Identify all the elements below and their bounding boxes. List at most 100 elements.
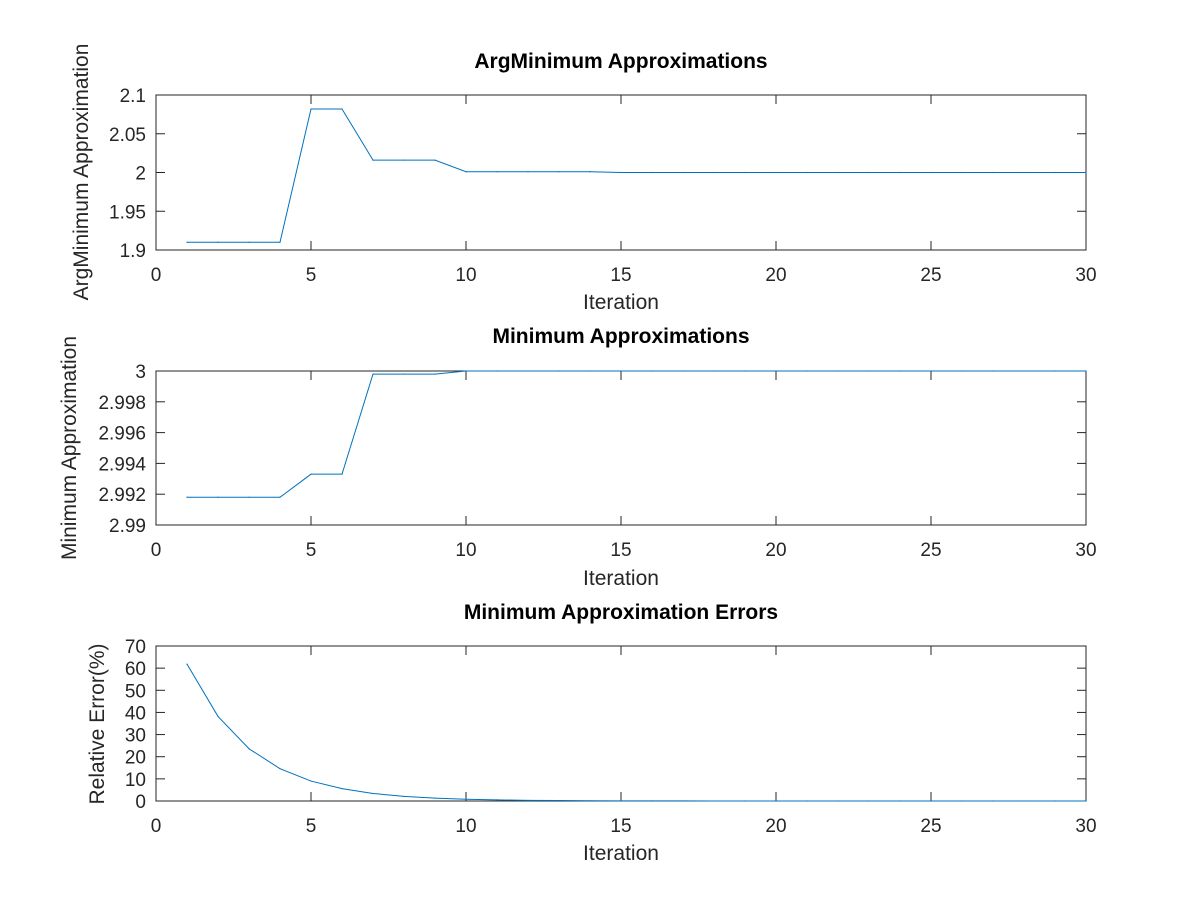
data-point <box>1085 171 1087 174</box>
x-tick-label: 20 <box>765 540 786 561</box>
x-axis-label: Iteration <box>583 842 659 865</box>
x-tick-label: 0 <box>151 816 162 837</box>
data-point <box>899 800 901 802</box>
data-point <box>930 800 932 802</box>
x-tick-label: 0 <box>151 265 162 286</box>
data-point <box>713 171 715 174</box>
y-tick-label: 1.95 <box>109 202 146 223</box>
data-point <box>992 171 994 174</box>
y-tick-label: 1.9 <box>120 241 146 262</box>
data-point <box>527 799 529 801</box>
x-axis-label: Iteration <box>583 291 659 314</box>
series-line <box>186 663 1086 802</box>
data-point <box>341 473 343 475</box>
data-point <box>713 800 715 802</box>
x-tick-label: 25 <box>920 540 941 561</box>
y-tick-label: 2.99 <box>109 516 146 537</box>
data-point <box>868 370 870 372</box>
data-point <box>465 798 467 800</box>
y-tick-label: 50 <box>125 681 146 702</box>
data-point <box>1054 370 1056 372</box>
data-point <box>248 241 250 243</box>
x-tick-label: 5 <box>306 265 317 286</box>
data-point <box>806 370 808 372</box>
x-tick-label: 5 <box>306 816 317 837</box>
x-tick-label: 0 <box>151 540 162 561</box>
data-point <box>961 370 963 372</box>
chart-title: Minimum Approximations <box>492 325 749 348</box>
data-point <box>899 370 901 372</box>
data-point <box>806 800 808 802</box>
data-point <box>341 788 343 790</box>
data-point <box>527 370 529 372</box>
data-point <box>620 171 622 174</box>
data-point <box>868 171 870 174</box>
data-point <box>1023 171 1025 174</box>
data-point <box>403 159 405 161</box>
x-axis-label: Iteration <box>583 567 659 590</box>
data-point <box>1023 370 1025 372</box>
data-point <box>744 171 746 174</box>
x-tick-label: 5 <box>306 540 317 561</box>
data-point <box>744 800 746 802</box>
y-tick-label: 2.1 <box>120 86 146 107</box>
data-point <box>434 159 436 161</box>
y-tick-label: 2.992 <box>98 485 146 506</box>
data-point <box>806 171 808 174</box>
data-point <box>992 370 994 372</box>
data-point <box>651 370 653 372</box>
data-point <box>775 171 777 174</box>
data-point <box>465 171 467 173</box>
data-point <box>992 800 994 802</box>
data-point <box>558 799 560 802</box>
ticks-group: 0 5 10 15 20 25 30 1.9 1.95 2 2.05 2.1 <box>109 86 1097 286</box>
data-point <box>1023 800 1025 802</box>
y-axis-label: Minimum Approximation <box>58 336 81 560</box>
data-point <box>186 496 188 498</box>
data-point <box>899 171 901 174</box>
data-point <box>372 792 374 795</box>
data-point <box>713 370 715 372</box>
data-point <box>868 800 870 802</box>
data-point <box>961 171 963 174</box>
data-point <box>310 473 312 475</box>
data-point <box>403 795 405 797</box>
data-point <box>217 496 219 498</box>
data-point <box>682 800 684 802</box>
x-tick-label: 20 <box>765 265 786 286</box>
y-tick-label: 40 <box>125 703 146 724</box>
y-tick-label: 10 <box>125 770 146 791</box>
data-point <box>1054 171 1056 174</box>
data-point <box>682 171 684 174</box>
data-point <box>248 748 250 750</box>
data-point <box>744 370 746 372</box>
x-tick-label: 30 <box>1075 265 1096 286</box>
plot-area-frame <box>155 645 1087 802</box>
x-tick-label: 15 <box>610 816 631 837</box>
data-point <box>775 800 777 802</box>
series-line <box>187 108 1086 243</box>
data-point <box>930 370 932 372</box>
data-point <box>217 241 219 243</box>
subplot-minimum: Minimum Approximations 0 5 10 15 20 25 302.992… <box>58 325 1097 590</box>
ticks-group: 0 5 10 15 20 25 30 2.99 2.992 2.994 2.996 2.998 3 <box>98 362 1096 561</box>
data-point <box>651 800 653 802</box>
y-tick-label: 0 <box>135 792 146 813</box>
data-point <box>217 715 219 718</box>
y-tick-label: 2.994 <box>98 454 146 475</box>
data-point <box>1054 800 1056 802</box>
data-point <box>186 663 188 665</box>
data-point <box>496 171 498 173</box>
data-point <box>186 241 188 243</box>
data-point <box>961 800 963 802</box>
x-tick-label: 30 <box>1075 540 1096 561</box>
x-tick-label: 10 <box>455 265 476 286</box>
data-point <box>775 370 777 372</box>
data-point <box>651 171 653 174</box>
data-point <box>837 800 839 802</box>
data-point <box>496 799 498 801</box>
data-point <box>434 373 436 375</box>
data-point <box>589 370 591 372</box>
